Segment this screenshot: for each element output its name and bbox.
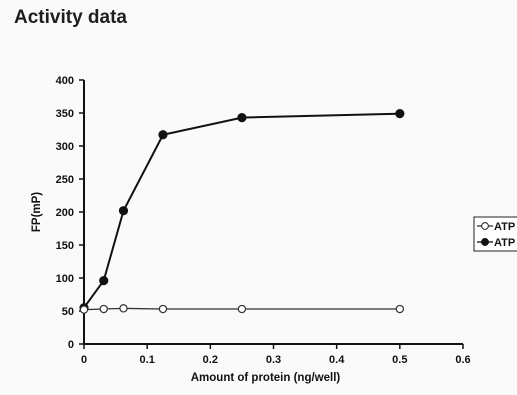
- y-tick-label: 250: [56, 174, 74, 186]
- data-point-series-2: [395, 109, 405, 119]
- legend-label: ATP: [494, 221, 515, 233]
- legend-marker-2: [481, 238, 489, 246]
- data-point-series-2: [99, 276, 109, 286]
- y-axis-title: FP(mP): [31, 192, 43, 232]
- y-tick-label: 300: [56, 141, 74, 153]
- y-tick-label: 200: [56, 207, 74, 219]
- data-point-series-1: [99, 304, 108, 314]
- data-point-series-1: [79, 305, 89, 314]
- y-tick-label: 50: [62, 306, 74, 318]
- x-tick-label: 0.4: [329, 354, 345, 366]
- data-point-series-1: [158, 304, 168, 314]
- legend-box: [473, 216, 517, 252]
- data-point-series-1: [119, 304, 128, 313]
- series-points: [79, 109, 405, 314]
- x-axis-title: Amount of protein (ng/well): [191, 372, 341, 384]
- x-tick-label: 0.6: [455, 354, 470, 366]
- y-tick-label: 0: [68, 339, 74, 351]
- data-point-series-2: [237, 113, 247, 123]
- x-tick-label: 0.2: [203, 354, 218, 366]
- legend-marker-1: [481, 222, 489, 230]
- data-point-series-1: [395, 304, 405, 314]
- series-line-2: [83, 112, 400, 309]
- data-point-series-2: [158, 130, 168, 140]
- page-heading: Activity data: [14, 7, 127, 28]
- x-tick-label: 0.3: [266, 354, 281, 366]
- legend: ATP ATP: [473, 216, 517, 252]
- y-tick-label: 400: [56, 75, 74, 87]
- legend-label: ATP: [494, 237, 515, 249]
- data-point-series-1: [237, 304, 247, 314]
- x-tick-label: 0.1: [140, 354, 155, 366]
- data-point-series-2: [118, 206, 129, 216]
- x-tick-label: 0: [81, 354, 87, 366]
- y-tick-label: 150: [56, 240, 74, 252]
- y-tick-label: 100: [56, 273, 74, 285]
- y-tick-label: 350: [56, 108, 74, 120]
- x-tick-label: 0.5: [392, 354, 407, 366]
- series-lines: [83, 112, 400, 311]
- axes: 0 50 100 150 200 250 300 350 400 0 0.1 0.2 0.3 0.4 0.5…: [31, 75, 471, 384]
